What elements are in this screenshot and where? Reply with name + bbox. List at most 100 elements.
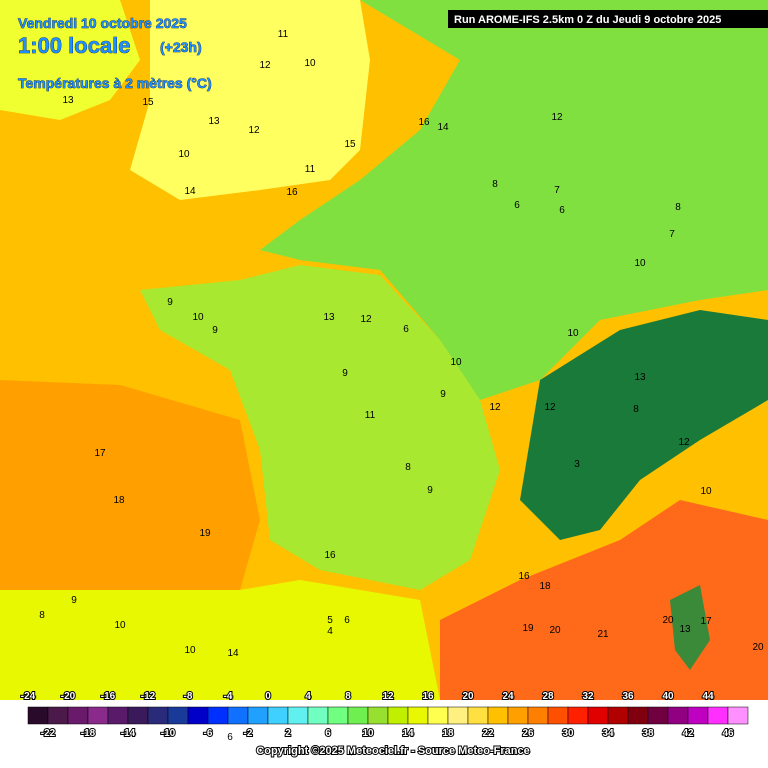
contour-label: 17 — [94, 448, 106, 459]
contour-label: 6 — [227, 732, 233, 743]
legend-label-top: 28 — [542, 691, 554, 702]
contour-label: 9 — [427, 485, 433, 496]
legend-label-top: 8 — [345, 691, 351, 702]
legend-swatch — [627, 706, 649, 725]
contour-label: 10 — [634, 258, 646, 269]
legend-label-bottom: -6 — [204, 728, 213, 739]
legend-swatch — [147, 706, 169, 725]
legend-swatch — [127, 706, 149, 725]
contour-label: 8 — [492, 179, 498, 190]
run-box — [448, 10, 768, 28]
contour-label: 15 — [142, 97, 154, 108]
legend-swatch — [287, 706, 309, 725]
contour-label: 9 — [212, 325, 218, 336]
legend-swatch — [167, 706, 189, 725]
legend-swatch — [667, 706, 689, 725]
legend: -24 -20 -16 -12 -8 -4 0 4 8 12 16 20 24 28 32 36 40 44-22… — [20, 690, 749, 740]
contour-label: 20 — [549, 625, 561, 636]
legend-swatch — [567, 706, 589, 725]
legend-label-top: 20 — [462, 691, 474, 702]
legend-label-top: 44 — [702, 691, 714, 702]
contour-label: 11 — [305, 164, 316, 175]
legend-label-bottom: 46 — [722, 728, 734, 739]
legend-label-bottom: 10 — [362, 728, 374, 739]
legend-swatch — [527, 706, 549, 725]
alps — [520, 310, 768, 540]
contour-label: 19 — [522, 623, 534, 634]
legend-swatch — [247, 706, 269, 725]
legend-swatch — [187, 706, 209, 725]
contour-label: 10 — [178, 149, 190, 160]
atlantic-warm — [0, 380, 260, 590]
contour-label: 11 — [278, 29, 289, 40]
run-info: Run AROME-IFS 2.5km 0 Z du Jeudi 9 octob… — [454, 14, 721, 26]
contour-label: 15 — [344, 139, 356, 150]
contour-label: 12 — [360, 314, 372, 325]
legend-swatch — [607, 706, 629, 725]
legend-swatch — [327, 706, 349, 725]
legend-label-bottom: -14 — [121, 728, 136, 739]
contour-label: 6 — [559, 205, 565, 216]
legend-swatch — [407, 706, 429, 725]
legend-label-bottom: -2 — [244, 728, 253, 739]
legend-label-top: 0 — [265, 691, 271, 702]
contour-label: 20 — [662, 615, 674, 626]
contour-label: 10 — [567, 328, 579, 339]
contour-label: 19 — [199, 528, 211, 539]
legend-label-bottom: -22 — [41, 728, 56, 739]
spain — [0, 580, 440, 700]
contour-label: 10 — [700, 486, 712, 497]
contour-label: 9 — [342, 368, 348, 379]
legend-swatch — [487, 706, 509, 725]
legend-label-bottom: 22 — [482, 728, 494, 739]
contour-label: 16 — [518, 571, 530, 582]
contour-label: 11 — [365, 410, 376, 421]
legend-swatch — [367, 706, 389, 725]
contour-label: 12 — [489, 402, 501, 413]
contour-label: 14 — [227, 648, 239, 659]
contour-label: 9 — [71, 595, 77, 606]
contour-label: 14 — [184, 186, 196, 197]
legend-swatch — [47, 706, 69, 725]
legend-label-top: 32 — [582, 691, 594, 702]
legend-label-top: 16 — [422, 691, 434, 702]
contour-label: 6 — [403, 324, 409, 335]
time: 1:00 locale — [18, 33, 131, 58]
legend-label-bottom: 34 — [602, 728, 614, 739]
contour-label: 16 — [324, 550, 336, 561]
contour-label: 13 — [323, 312, 335, 323]
legend-label-top: -4 — [224, 691, 233, 702]
contour-label: 13 — [634, 372, 646, 383]
legend-swatch — [107, 706, 129, 725]
legend-swatch — [267, 706, 289, 725]
contour-label: 13 — [62, 95, 74, 106]
contour-label: 10 — [450, 357, 462, 368]
contour-label: 12 — [678, 437, 690, 448]
field: Températures à 2 mètres (°C) — [18, 75, 212, 91]
legend-label-top: -8 — [184, 691, 193, 702]
contour-label: 8 — [675, 202, 681, 213]
legend-label-top: -20 — [61, 691, 76, 702]
legend-swatch — [27, 706, 49, 725]
date: Vendredi 10 octobre 2025 — [18, 15, 187, 31]
lead: (+23h) — [160, 39, 202, 55]
contour-label: 7 — [554, 185, 560, 196]
legend-label-bottom: 14 — [402, 728, 414, 739]
contour-label: 17 — [700, 616, 712, 627]
legend-swatch — [647, 706, 669, 725]
contour-label: 9 — [167, 297, 173, 308]
legend-swatch — [87, 706, 109, 725]
legend-label-bottom: 6 — [325, 728, 331, 739]
contour-label: 12 — [544, 402, 556, 413]
legend-label-bottom: -18 — [81, 728, 96, 739]
legend-label-bottom: 38 — [642, 728, 654, 739]
contour-label: 16 — [286, 187, 298, 198]
contour-label: 6 — [514, 200, 520, 211]
contour-label: 10 — [192, 312, 204, 323]
legend-label-bottom: 18 — [442, 728, 454, 739]
legend-label-bottom: -10 — [161, 728, 176, 739]
legend-swatch — [227, 706, 249, 725]
contour-label: 13 — [679, 624, 691, 635]
ireland — [0, 0, 140, 120]
